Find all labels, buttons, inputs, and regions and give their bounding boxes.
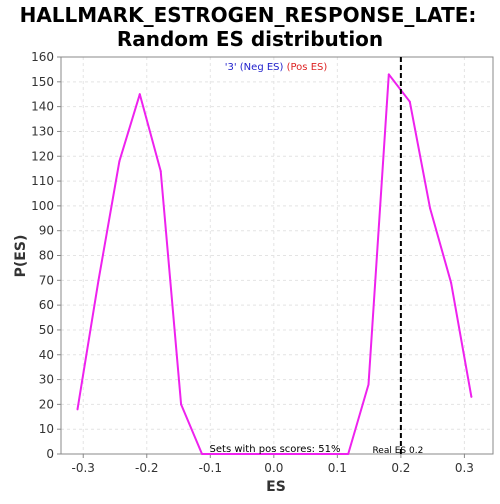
data-point — [77, 408, 79, 410]
data-point — [160, 170, 162, 172]
chart-title-line2: Random ES distribution — [117, 27, 383, 51]
data-point — [139, 93, 141, 95]
legend-neg-es: (Neg ES) — [240, 62, 284, 73]
x-tick-label: 0.3 — [455, 461, 474, 475]
data-point — [470, 396, 472, 398]
y-tick-label: 110 — [31, 174, 54, 188]
x-tick-label: 0.2 — [391, 461, 410, 475]
legend: '3' (Neg ES) (Pos ES) — [225, 62, 328, 73]
data-point — [409, 101, 411, 103]
y-tick-label: 160 — [31, 50, 54, 64]
y-tick-label: 120 — [31, 149, 54, 163]
x-tick-label: -0.2 — [135, 461, 158, 475]
data-point — [429, 207, 431, 209]
y-axis-label: P(ES) — [13, 235, 29, 278]
x-tick-label: -0.1 — [199, 461, 222, 475]
data-point — [367, 384, 369, 386]
data-point — [97, 279, 99, 281]
x-tick-label: 0.0 — [264, 461, 283, 475]
y-tick-label: 100 — [31, 199, 54, 213]
legend-prefix: '3' — [225, 62, 240, 73]
y-tick-label: 40 — [39, 348, 54, 362]
data-point — [388, 73, 390, 75]
y-tick-label: 50 — [39, 323, 54, 337]
legend-pos-es: (Pos ES) — [287, 62, 328, 73]
y-tick-label: 20 — [39, 397, 54, 411]
x-axis-label: ES — [266, 479, 286, 495]
y-tick-label: 0 — [46, 447, 54, 461]
data-point — [180, 403, 182, 405]
data-point — [347, 453, 349, 455]
chart-title-line1: HALLMARK_ESTROGEN_RESPONSE_LATE: — [20, 3, 477, 27]
data-point — [201, 453, 203, 455]
y-tick-label: 130 — [31, 124, 54, 138]
y-tick-label: 90 — [39, 224, 54, 238]
y-tick-label: 60 — [39, 298, 54, 312]
x-tick-label: -0.3 — [72, 461, 95, 475]
x-tick-label: 0.1 — [328, 461, 347, 475]
y-tick-label: 30 — [39, 373, 54, 387]
y-tick-label: 150 — [31, 75, 54, 89]
pos-scores-annotation: Sets with pos scores: 51% — [210, 444, 341, 455]
y-tick-label: 70 — [39, 273, 54, 287]
data-point — [450, 282, 452, 284]
y-tick-label: 10 — [39, 422, 54, 436]
data-point — [118, 160, 120, 162]
y-tick-label: 140 — [31, 100, 54, 114]
y-tick-label: 80 — [39, 249, 54, 263]
real-es-label: Real ES 0.2 — [372, 446, 423, 456]
